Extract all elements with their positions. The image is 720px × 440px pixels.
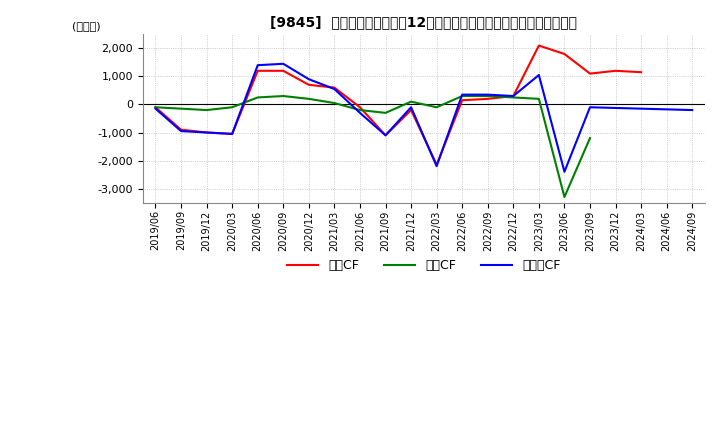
投資CF xyxy=(432,105,441,110)
フリーCF xyxy=(585,105,594,110)
フリーCF xyxy=(509,93,518,99)
Title: [9845]  キャッシュフローの12か月移動合計の対前年同期増減額の推移: [9845] キャッシュフローの12か月移動合計の対前年同期増減額の推移 xyxy=(270,15,577,29)
フリーCF xyxy=(176,128,185,134)
営業CF xyxy=(534,43,543,48)
フリーCF xyxy=(228,131,236,136)
フリーCF xyxy=(688,107,696,113)
営業CF xyxy=(202,130,211,135)
営業CF xyxy=(176,127,185,132)
営業CF xyxy=(636,70,645,75)
営業CF xyxy=(611,68,620,73)
フリーCF xyxy=(330,86,338,92)
投資CF xyxy=(483,93,492,99)
投資CF xyxy=(509,95,518,100)
フリーCF xyxy=(356,110,364,116)
投資CF xyxy=(279,93,287,99)
営業CF xyxy=(253,68,262,73)
Line: フリーCF: フリーCF xyxy=(156,64,692,172)
フリーCF xyxy=(458,92,467,97)
営業CF xyxy=(407,107,415,113)
フリーCF xyxy=(253,62,262,68)
フリーCF xyxy=(381,133,390,138)
営業CF xyxy=(330,85,338,90)
営業CF xyxy=(381,133,390,138)
Legend: 営業CF, 投資CF, フリーCF: 営業CF, 投資CF, フリーCF xyxy=(282,254,566,277)
フリーCF xyxy=(560,169,569,174)
営業CF xyxy=(432,162,441,167)
投資CF xyxy=(585,136,594,141)
投資CF xyxy=(560,194,569,200)
投資CF xyxy=(381,110,390,116)
営業CF xyxy=(458,98,467,103)
フリーCF xyxy=(305,77,313,82)
営業CF xyxy=(560,51,569,57)
フリーCF xyxy=(407,105,415,110)
営業CF xyxy=(356,105,364,110)
投資CF xyxy=(228,105,236,110)
投資CF xyxy=(534,96,543,102)
フリーCF xyxy=(534,72,543,77)
投資CF xyxy=(458,93,467,99)
フリーCF xyxy=(483,92,492,97)
投資CF xyxy=(305,96,313,102)
営業CF xyxy=(228,131,236,136)
営業CF xyxy=(279,68,287,73)
投資CF xyxy=(151,105,160,110)
Y-axis label: (百万円): (百万円) xyxy=(72,21,101,31)
フリーCF xyxy=(151,106,160,111)
Line: 営業CF: 営業CF xyxy=(156,46,641,165)
投資CF xyxy=(407,99,415,104)
投資CF xyxy=(176,106,185,111)
フリーCF xyxy=(202,130,211,135)
営業CF xyxy=(151,105,160,110)
営業CF xyxy=(305,82,313,88)
投資CF xyxy=(356,107,364,113)
フリーCF xyxy=(432,164,441,169)
投資CF xyxy=(330,100,338,106)
Line: 投資CF: 投資CF xyxy=(156,96,590,197)
営業CF xyxy=(509,93,518,99)
営業CF xyxy=(483,96,492,102)
投資CF xyxy=(253,95,262,100)
フリーCF xyxy=(279,61,287,66)
投資CF xyxy=(202,107,211,113)
営業CF xyxy=(585,71,594,76)
